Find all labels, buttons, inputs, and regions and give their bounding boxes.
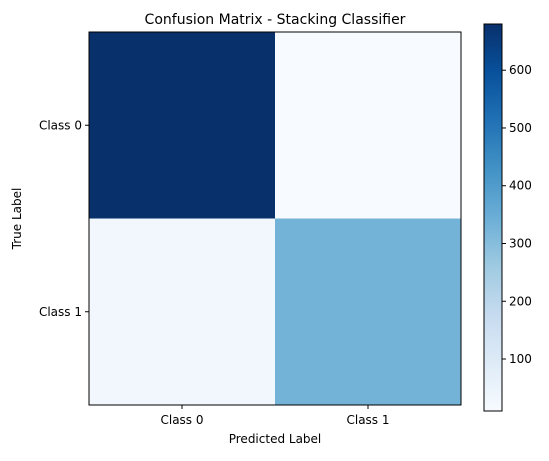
- x-tick-label: Class 0: [160, 413, 203, 427]
- colorbar-tick-label: 200: [509, 294, 532, 308]
- chart-title: Confusion Matrix - Stacking Classifier: [145, 12, 406, 28]
- colorbar-gradient: [484, 24, 502, 411]
- x-axis-label: Predicted Label: [229, 432, 322, 446]
- colorbar-tick-label: 400: [509, 179, 532, 193]
- heatmap-cell: [89, 218, 275, 405]
- colorbar-tick-label: 600: [509, 63, 532, 77]
- colorbar-tick-label: 500: [509, 121, 532, 135]
- x-axis-ticks: Class 0 Class 1: [160, 405, 390, 427]
- y-tick-label: Class 1: [39, 305, 82, 319]
- plot-frame: [88, 31, 462, 406]
- colorbar-tick-label: 300: [509, 236, 532, 250]
- colorbar-ticks: 100 200 300 400 500 600: [502, 63, 532, 366]
- y-axis-ticks: Class 0 Class 1: [39, 118, 89, 319]
- y-axis-label: True Label: [10, 188, 24, 251]
- x-tick-label: Class 1: [346, 413, 389, 427]
- colorbar-tick-label: 100: [509, 352, 532, 366]
- heatmap-cells: [89, 32, 461, 405]
- heatmap-cell: [89, 32, 275, 219]
- heatmap-cell: [275, 218, 461, 405]
- colorbar: 100 200 300 400 500 600: [483, 23, 532, 412]
- y-tick-label: Class 0: [39, 118, 82, 132]
- colorbar-frame: [483, 23, 503, 412]
- heatmap-cell: [275, 32, 461, 219]
